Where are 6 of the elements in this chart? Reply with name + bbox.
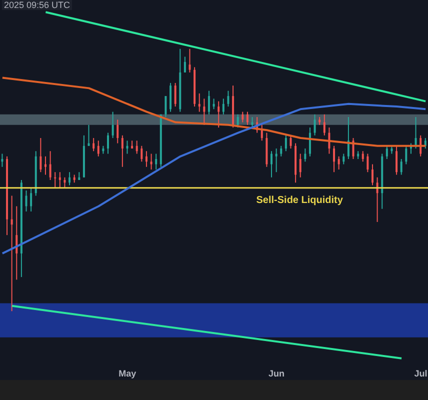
text: 2025 09:56 UTC [2, 0, 72, 10]
x-tick-label: Jul [414, 368, 428, 378]
candlestick [10, 196, 13, 312]
ref-line-label: Sell-Side Liquidity [256, 194, 344, 206]
x-tick-label: Jun [268, 368, 285, 378]
x-tick-label: May [118, 368, 136, 378]
